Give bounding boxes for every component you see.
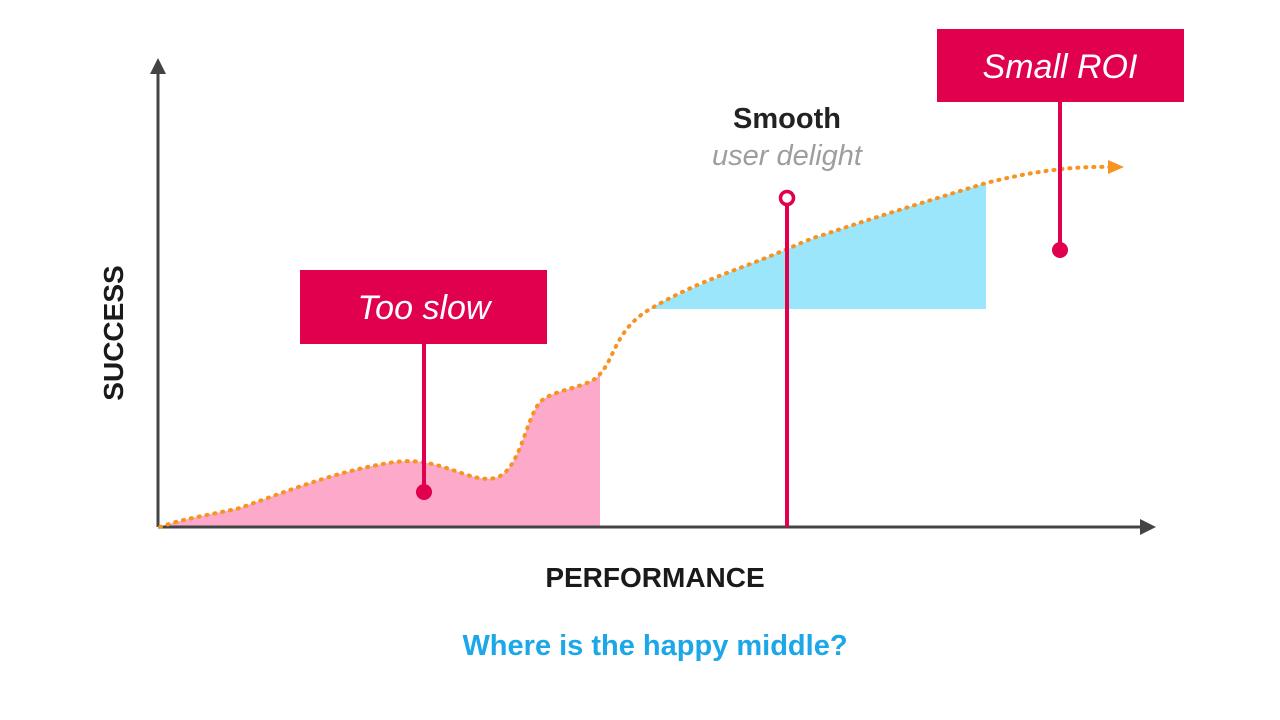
small-roi-pointer-dot — [1052, 242, 1068, 258]
happy-middle-question: Where is the happy middle? — [462, 630, 847, 662]
y-axis — [150, 58, 166, 527]
small-roi-box — [937, 29, 1184, 102]
too-slow-area — [160, 374, 600, 527]
x-axis-label: PERFORMANCE — [545, 562, 764, 593]
y-axis-label: SUCCESS — [98, 265, 129, 400]
success-curve — [158, 164, 1112, 529]
y-axis-arrowhead-icon — [150, 58, 166, 74]
smooth-title: Smooth — [733, 103, 841, 135]
too-slow-pointer-dot — [416, 484, 432, 500]
smooth-marker-ring — [778, 189, 796, 207]
x-axis-arrowhead-icon — [1140, 519, 1156, 535]
too-slow-label: Too slow — [358, 289, 493, 327]
x-axis — [158, 519, 1156, 535]
too-slow-box — [300, 270, 547, 344]
smooth-subtitle: user delight — [712, 140, 864, 172]
small-roi-label: Small ROI — [983, 48, 1138, 86]
smooth-area — [650, 183, 986, 309]
curve-arrowhead-icon — [1108, 160, 1124, 174]
